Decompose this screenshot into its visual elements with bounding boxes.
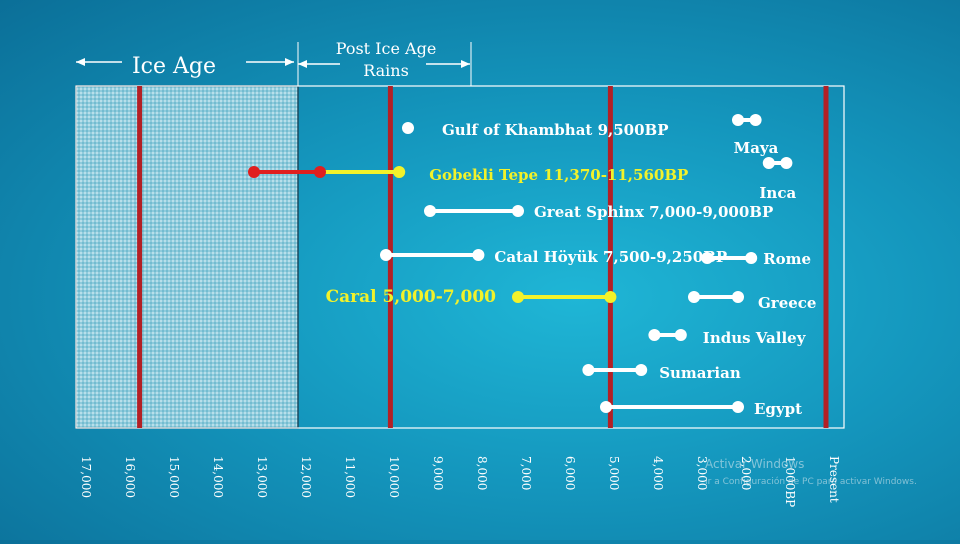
event-great-sphinx-7-000-9-000bp-dot-start-0 (424, 205, 436, 217)
x-tick-label-6: 11,000 (343, 456, 357, 498)
event-maya-label: Maya (734, 139, 779, 157)
event-maya: Maya (732, 114, 779, 157)
x-tick-label-8: 9,000 (431, 456, 445, 490)
event-catal-h-y-k-7-500-9-250bp: Catal Höyük 7,500-9,250BP (380, 248, 727, 266)
ice-age-arrow-right-head (285, 58, 294, 66)
era-ice-age-region (75, 85, 299, 429)
event-catal-h-y-k-7-500-9-250bp-dot-start-0 (380, 249, 392, 261)
event-rome-dot-end-0 (745, 252, 758, 264)
event-gulf-of-khambhat-9-500bp: Gulf of Khambhat 9,500BP (402, 121, 669, 139)
event-greece: Greece (688, 291, 816, 312)
frame-layer (75, 85, 845, 429)
x-tick-label-3: 14,000 (211, 456, 225, 498)
x-tick-label-17: Present (827, 456, 841, 503)
event-catal-h-y-k-7-500-9-250bp-dot-end-0 (472, 249, 485, 261)
post-ice-age-arrow-right-head (461, 60, 470, 68)
x-tick-label-9: 8,000 (475, 456, 489, 490)
event-sumarian-dot-end-0 (635, 364, 648, 376)
event-gobekli-tepe-11-370-11-560bp-dot-start-0 (248, 166, 260, 178)
era-ice-age-label: Ice Age (132, 54, 216, 79)
event-inca: Inca (759, 157, 796, 202)
event-sumarian: Sumarian (582, 364, 741, 382)
event-egypt: Egypt (600, 400, 802, 418)
event-caral-5-000-7-000: Caral 5,000-7,000 (326, 287, 617, 307)
era-post-ice-age-label-line2: Rains (363, 61, 409, 80)
event-inca-dot-start-0 (762, 157, 775, 169)
event-gobekli-tepe-11-370-11-560bp-label: Gobekli Tepe 11,370-11,560BP (429, 166, 688, 184)
event-egypt-label: Egypt (754, 400, 802, 418)
chart-frame (75, 85, 845, 429)
event-greece-label: Greece (758, 294, 816, 312)
event-great-sphinx-7-000-9-000bp-label: Great Sphinx 7,000-9,000BP (534, 203, 773, 221)
event-greece-dot-start-0 (688, 291, 700, 303)
x-tick-label-2: 15,000 (167, 456, 181, 498)
watermark-subtitle: Ir a Configuración de PC para activar Wi… (705, 476, 917, 487)
event-egypt-dot-start-0 (600, 401, 612, 413)
event-catal-h-y-k-7-500-9-250bp-label: Catal Höyük 7,500-9,250BP (494, 248, 727, 266)
era-layer: Ice Age Post Ice Age Rains (75, 39, 472, 429)
event-gobekli-tepe-11-370-11-560bp-dot-end-1 (393, 166, 406, 178)
event-great-sphinx-7-000-9-000bp-dot-end-0 (512, 205, 524, 217)
event-gulf-of-khambhat-9-500bp-label: Gulf of Khambhat 9,500BP (442, 121, 669, 139)
x-tick-label-11: 6,000 (563, 456, 577, 490)
era-post-ice-age-label-line1: Post Ice Age (336, 39, 437, 58)
event-rome: Rome (701, 250, 811, 268)
event-sumarian-label: Sumarian (659, 364, 741, 382)
event-egypt-dot-end-0 (732, 401, 744, 413)
event-layer: Gulf of Khambhat 9,500BP Gobekli Tepe 11,… (248, 114, 816, 418)
event-greece-dot-end-0 (732, 291, 744, 303)
event-maya-dot-end-0 (749, 114, 762, 126)
event-indus-valley-dot-start-0 (648, 329, 661, 341)
event-caral-5-000-7-000-dot-end-0 (604, 291, 617, 303)
x-tick-label-0: 17,000 (79, 456, 93, 498)
event-inca-label: Inca (759, 184, 796, 202)
event-caral-5-000-7-000-label: Caral 5,000-7,000 (326, 287, 497, 307)
x-tick-label-1: 16,000 (123, 456, 137, 498)
x-tick-label-5: 12,000 (299, 456, 313, 498)
event-caral-5-000-7-000-dot-start-0 (512, 291, 524, 303)
event-inca-dot-end-0 (780, 157, 793, 169)
event-maya-dot-start-0 (732, 114, 744, 126)
event-sumarian-dot-start-0 (582, 364, 595, 376)
event-gobekli-tepe-11-370-11-560bp-dot-join (314, 166, 326, 178)
x-tick-label-10: 7,000 (519, 456, 533, 490)
tick-layer: 17,000 16,000 15,000 14,000 13,000 12,000 11,0… (79, 456, 841, 507)
event-rome-dot-start-0 (701, 252, 714, 264)
post-ice-age-arrow-left-head (298, 60, 307, 68)
x-tick-label-15: 2,000 (739, 456, 753, 490)
x-tick-label-16: 1,000BP (783, 456, 797, 507)
ice-age-arrow-left-head (76, 58, 85, 66)
x-tick-label-7: 10,000 (387, 456, 401, 498)
event-indus-valley-dot-end-0 (674, 329, 687, 341)
x-tick-label-13: 4,000 (651, 456, 665, 490)
x-tick-label-4: 13,000 (255, 456, 269, 498)
event-great-sphinx-7-000-9-000bp: Great Sphinx 7,000-9,000BP (424, 203, 773, 221)
event-rome-label: Rome (763, 250, 811, 268)
x-tick-label-12: 5,000 (607, 456, 621, 490)
event-indus-valley: Indus Valley (648, 329, 807, 347)
watermark-title: Activar Windows (705, 457, 804, 471)
event-gobekli-tepe-11-370-11-560bp: Gobekli Tepe 11,370-11,560BP (248, 166, 688, 184)
event-gulf-of-khambhat-9-500bp-dot-point (402, 122, 414, 134)
event-indus-valley-label: Indus Valley (703, 329, 807, 347)
x-tick-label-14: 3,000 (695, 456, 709, 490)
